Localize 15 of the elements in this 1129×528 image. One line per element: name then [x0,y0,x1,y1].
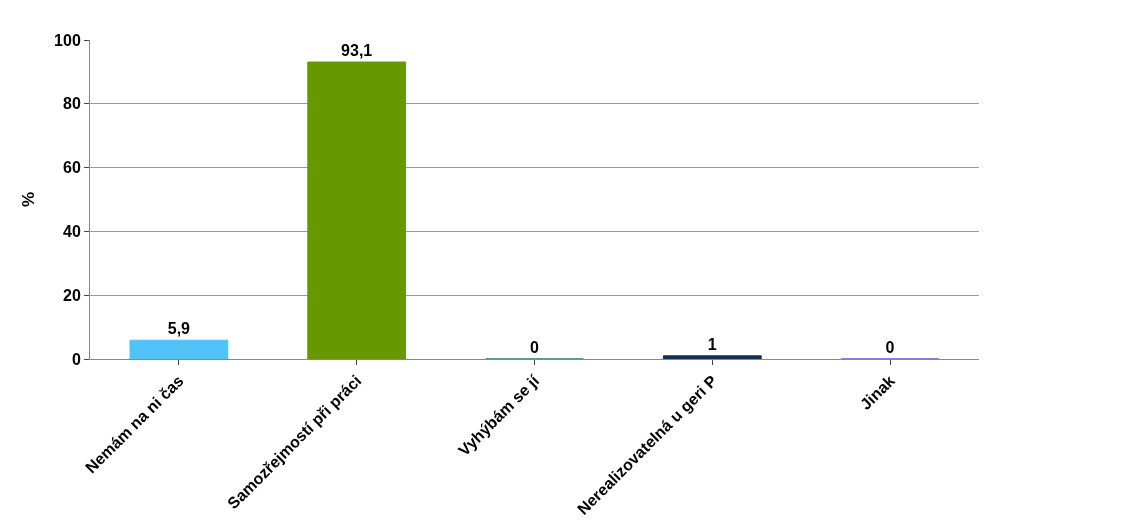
y-tick-label: 60 [63,159,81,177]
bar [129,339,229,359]
y-tick-label: 100 [54,31,81,49]
y-tick-label: 80 [63,95,81,113]
y-tick-label: 20 [63,286,81,304]
y-tick-label: 40 [63,223,81,240]
y-axis-title: % [18,191,38,208]
bar [307,61,407,359]
data-label: 1 [707,335,717,353]
data-label: 5,9 [167,320,191,338]
data-label: 0 [885,339,895,356]
bar [662,355,762,359]
y-tick-label: 0 [71,350,81,368]
data-label: 0 [530,339,540,356]
data-label: 93,1 [341,42,373,60]
